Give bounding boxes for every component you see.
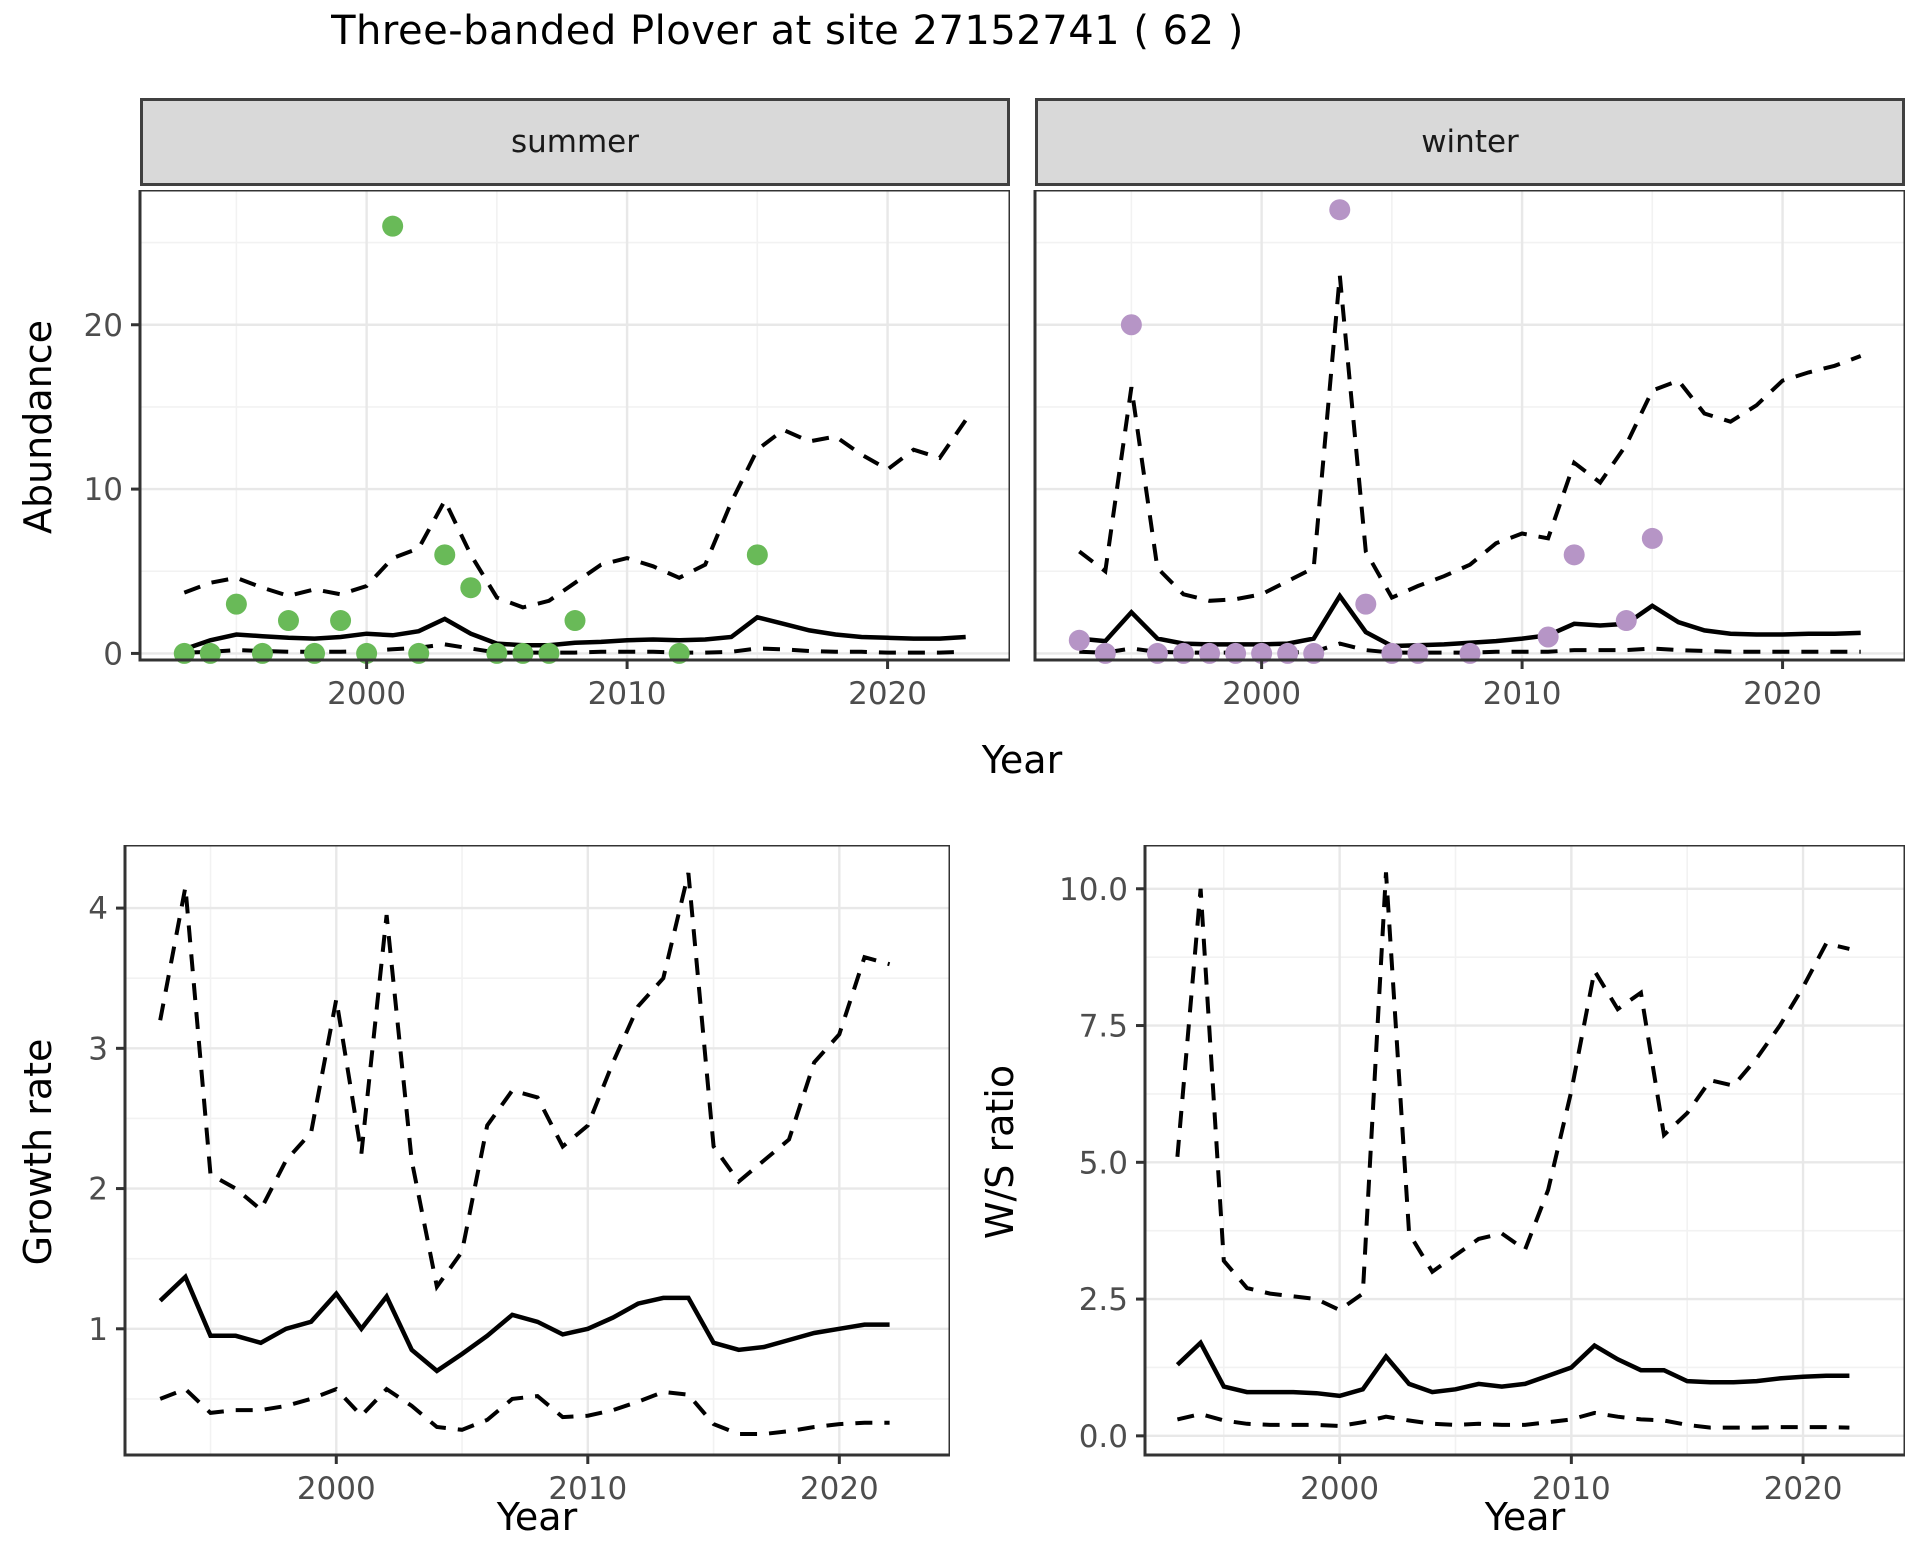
panel-background [1035,190,1905,660]
chart-title: Three-banded Plover at site 27152741 ( 6… [331,8,1244,54]
data-point [225,593,247,615]
x-tick-label: 2000 [1300,1471,1379,1507]
upper-ci-line [1078,275,1862,603]
data-point [1537,626,1559,648]
x-axis-label-year-abundance: Year [981,738,1063,782]
y-axis-label-ws-ratio: W/S ratio [978,1064,1022,1240]
x-tick-label: 2010 [1532,1471,1611,1507]
x-tick-label: 2020 [848,676,927,712]
upper-ci-line [183,418,968,610]
ws-ratio-panel: 2000 2010 2020 0.0 2.5 5.0 7.5 10.0 [1059,845,1905,1507]
panel-border [1143,845,1905,1457]
x-tick-label: 2000 [1222,676,1301,712]
x-tick-label: 2010 [588,676,667,712]
data-point [746,544,768,566]
x-tick-label: 2010 [1483,676,1562,712]
summer-abundance-panel: 2000 2010 2020 0 10 20 [84,190,1010,712]
x-tick-label: 2020 [1764,1471,1843,1507]
data-point [564,610,586,632]
y-tick-label: 0 [103,636,123,672]
data-point [1120,314,1142,336]
panel-border [138,190,1010,662]
x-tick-label: 2000 [297,1471,376,1507]
data-point [1641,527,1663,549]
y-tick-label: 1 [88,1312,108,1348]
data-point [1329,199,1351,221]
median-line [183,614,966,652]
y-tick-label: 3 [88,1031,108,1067]
data-point [1355,593,1377,615]
lower-ci-line [1176,1410,1850,1430]
winter-abundance-panel: 2000 2010 2020 [1033,190,1905,712]
x-tick-label: 2010 [548,1471,627,1507]
y-tick-label: 2.5 [1079,1282,1128,1318]
facet-strip-summer: summer [140,98,1010,186]
facet-strip-winter-label: winter [1421,124,1519,160]
data-point [1615,610,1637,632]
data-point [382,215,404,237]
x-tick-label: 2020 [1743,676,1822,712]
data-point [434,544,456,566]
median-line [158,1273,890,1374]
facet-strip-winter: winter [1035,98,1905,186]
y-tick-label: 5.0 [1079,1145,1128,1181]
upper-ci-line [158,872,891,1292]
y-tick-label: 2 [88,1172,108,1208]
data-point [1563,544,1585,566]
y-tick-label: 10 [84,472,123,508]
x-axis-label-year-growth: Year [496,1495,578,1539]
facet-strip-summer-label: summer [510,124,639,160]
y-tick-label: 4 [88,891,108,927]
panel-border [123,845,950,1457]
panel-background [1145,845,1905,1455]
data-point [460,577,482,599]
growth-rate-panel: 2000 2010 2020 1 2 3 4 [88,845,950,1507]
y-tick-label: 0.0 [1079,1419,1128,1455]
x-axis-label-year-ws: Year [1484,1495,1566,1539]
panel-background [125,845,950,1455]
data-point [277,610,299,632]
y-tick-label: 7.5 [1079,1009,1128,1045]
median-line [1175,1339,1850,1399]
y-tick-label: 20 [84,308,123,344]
data-point [330,610,352,632]
y-tick-label: 10.0 [1059,872,1128,908]
x-tick-label: 2000 [327,676,406,712]
x-tick-label: 2020 [800,1471,879,1507]
data-point [1068,629,1090,651]
upper-ci-line [1175,872,1850,1313]
panel-border [1033,190,1905,662]
